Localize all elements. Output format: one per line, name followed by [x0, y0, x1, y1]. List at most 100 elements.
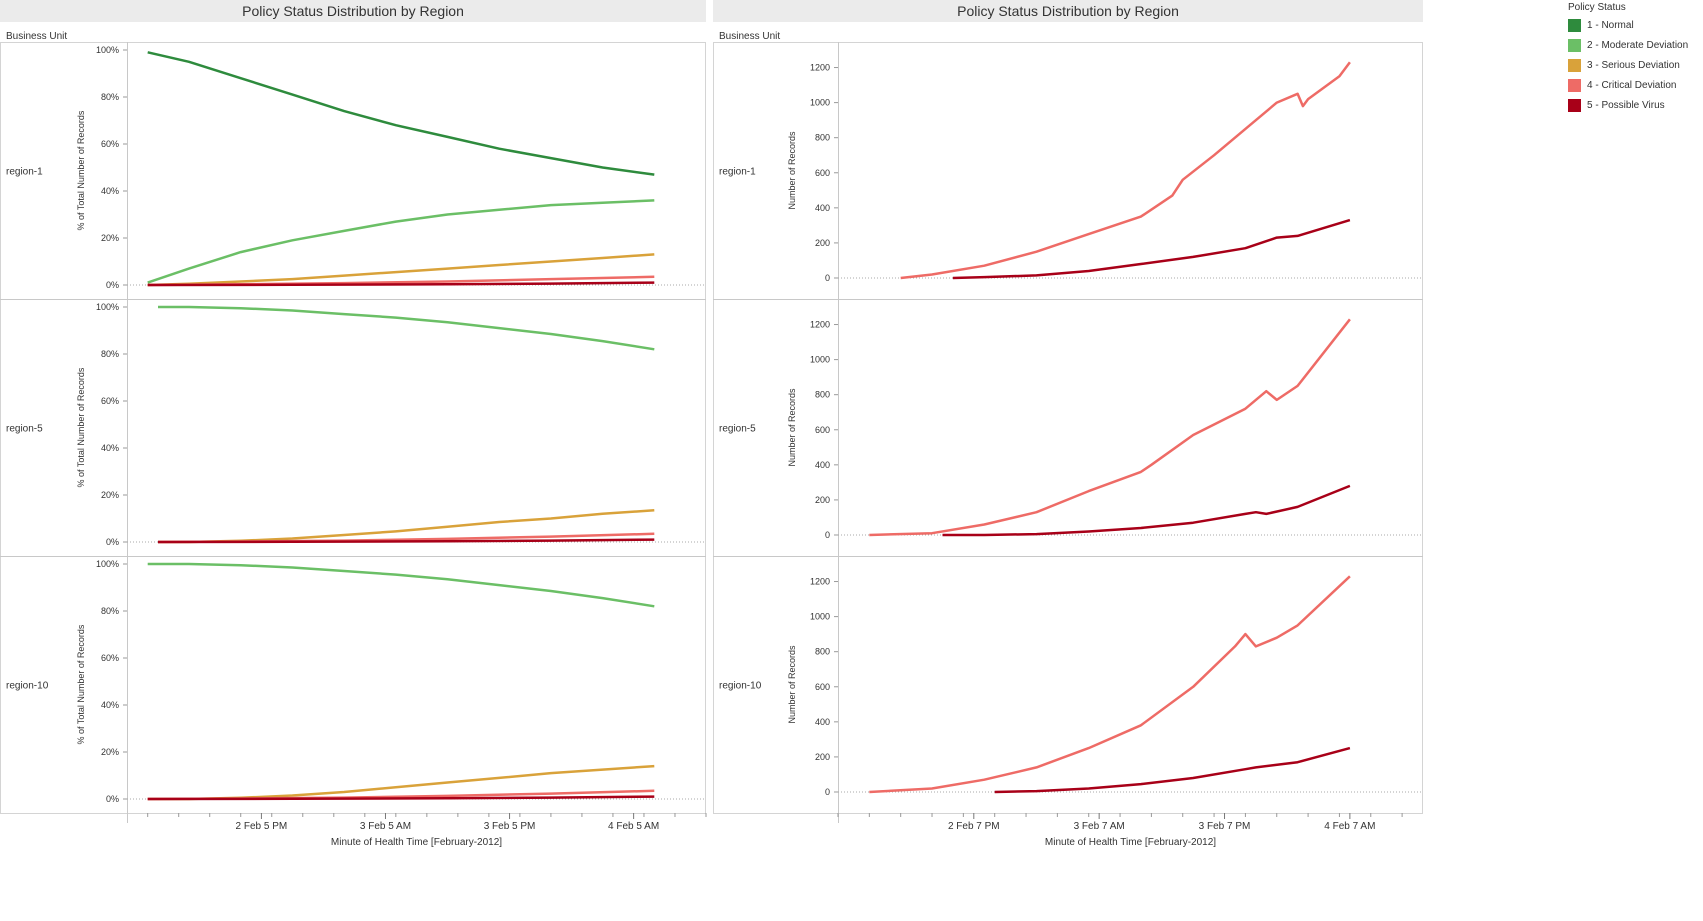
- left-chart-title: Policy Status Distribution by Region: [0, 0, 706, 22]
- legend-title: Policy Status: [1568, 2, 1626, 13]
- legend-item-serious[interactable]: 3 - Serious Deviation: [1568, 55, 1688, 75]
- y-tick-label: 80%: [101, 349, 119, 359]
- series-line: [147, 253, 655, 287]
- y-tick-label: 0%: [106, 794, 119, 804]
- y-tick-label: 1200: [810, 320, 830, 330]
- y-tick-label: 600: [815, 682, 830, 692]
- legend-item-critical[interactable]: 4 - Critical Deviation: [1568, 75, 1688, 95]
- series-line: [158, 305, 655, 351]
- y-tick-label: 20%: [101, 233, 119, 243]
- region-label: region-10: [719, 681, 762, 692]
- region-label: region-5: [719, 424, 756, 435]
- y-tick-label: 0%: [106, 537, 119, 547]
- y-tick-label: 0%: [106, 280, 119, 290]
- legend-label: 2 - Moderate Deviation: [1587, 39, 1689, 51]
- x-tick-label: 3 Feb 5 PM: [484, 821, 536, 832]
- y-tick-label: 600: [815, 168, 830, 178]
- series-line: [147, 281, 655, 287]
- y-tick-label: 200: [815, 752, 830, 762]
- y-tick-label: 400: [815, 460, 830, 470]
- legend-item-normal[interactable]: 1 - Normal: [1568, 15, 1688, 35]
- right-chart-title: Policy Status Distribution by Region: [713, 0, 1423, 22]
- x-tick-label: 3 Feb 7 PM: [1199, 821, 1251, 832]
- region-label: region-5: [6, 424, 43, 435]
- series-line: [994, 746, 1351, 794]
- y-axis-title: Number of Records: [787, 131, 797, 210]
- series-line: [869, 318, 1351, 537]
- y-tick-label: 20%: [101, 490, 119, 500]
- series-line: [952, 218, 1351, 280]
- y-tick-label: 100%: [96, 559, 119, 569]
- y-axis-title: % of Total Number of Records: [76, 110, 86, 230]
- y-tick-label: 100%: [96, 302, 119, 312]
- x-tick-label: 4 Feb 7 AM: [1324, 821, 1375, 832]
- facet-frame: [713, 42, 1423, 814]
- series-line: [869, 575, 1351, 794]
- legend-swatch: [1568, 78, 1581, 92]
- y-tick-label: 60%: [101, 653, 119, 663]
- y-tick-label: 60%: [101, 396, 119, 406]
- y-tick-label: 600: [815, 425, 830, 435]
- y-tick-label: 20%: [101, 747, 119, 757]
- facet-frame: [0, 42, 706, 814]
- series-line: [147, 562, 655, 608]
- y-tick-label: 1000: [810, 98, 830, 108]
- legend-item-virus[interactable]: 5 - Possible Virus: [1568, 95, 1688, 115]
- series-line: [900, 61, 1351, 280]
- y-tick-label: 1000: [810, 612, 830, 622]
- legend-label: 4 - Critical Deviation: [1587, 79, 1677, 91]
- legend-item-moderate[interactable]: 2 - Moderate Deviation: [1568, 35, 1688, 55]
- y-tick-label: 200: [815, 238, 830, 248]
- legend-label: 3 - Serious Deviation: [1587, 59, 1680, 71]
- y-axis-title: % of Total Number of Records: [76, 367, 86, 487]
- series-line: [157, 538, 655, 544]
- y-tick-label: 80%: [101, 92, 119, 102]
- series-line: [147, 51, 655, 176]
- y-axis-title: % of Total Number of Records: [76, 624, 86, 744]
- y-tick-label: 1200: [810, 63, 830, 73]
- y-tick-label: 40%: [101, 186, 119, 196]
- y-tick-label: 0: [825, 273, 830, 283]
- y-tick-label: 800: [815, 133, 830, 143]
- x-tick-label: 3 Feb 5 AM: [360, 821, 411, 832]
- y-tick-label: 80%: [101, 606, 119, 616]
- region-label: region-1: [719, 167, 756, 178]
- y-tick-label: 1200: [810, 577, 830, 587]
- region-label: region-10: [6, 681, 49, 692]
- series-line: [158, 509, 655, 544]
- y-tick-label: 0: [825, 530, 830, 540]
- y-tick-label: 40%: [101, 443, 119, 453]
- x-axis-title: Minute of Health Time [February-2012]: [331, 837, 502, 848]
- y-tick-label: 1000: [810, 355, 830, 365]
- x-tick-label: 3 Feb 7 AM: [1074, 821, 1125, 832]
- y-tick-label: 60%: [101, 139, 119, 149]
- facet-header: Business Unit: [6, 31, 67, 42]
- facet-header: Business Unit: [719, 31, 780, 42]
- y-tick-label: 800: [815, 390, 830, 400]
- legend-swatch: [1568, 38, 1581, 52]
- x-tick-label: 2 Feb 7 PM: [948, 821, 1000, 832]
- legend: Policy Status 1 - Normal 2 - Moderate De…: [1568, 2, 1688, 115]
- series-line: [147, 199, 655, 284]
- legend-label: 5 - Possible Virus: [1587, 99, 1665, 111]
- region-label: region-1: [6, 167, 43, 178]
- y-tick-label: 400: [815, 717, 830, 727]
- y-tick-label: 800: [815, 647, 830, 657]
- y-tick-label: 40%: [101, 700, 119, 710]
- y-axis-title: Number of Records: [787, 388, 797, 467]
- legend-swatch: [1568, 18, 1581, 32]
- series-line: [147, 795, 655, 801]
- x-tick-label: 4 Feb 5 AM: [608, 821, 659, 832]
- y-tick-label: 100%: [96, 45, 119, 55]
- legend-label: 1 - Normal: [1587, 19, 1634, 31]
- x-tick-label: 2 Feb 5 PM: [236, 821, 288, 832]
- legend-swatch: [1568, 98, 1581, 112]
- series-line: [942, 484, 1351, 537]
- legend-swatch: [1568, 58, 1581, 72]
- y-tick-label: 200: [815, 495, 830, 505]
- x-axis-title: Minute of Health Time [February-2012]: [1045, 837, 1216, 848]
- y-axis-title: Number of Records: [787, 645, 797, 724]
- y-tick-label: 400: [815, 203, 830, 213]
- y-tick-label: 0: [825, 787, 830, 797]
